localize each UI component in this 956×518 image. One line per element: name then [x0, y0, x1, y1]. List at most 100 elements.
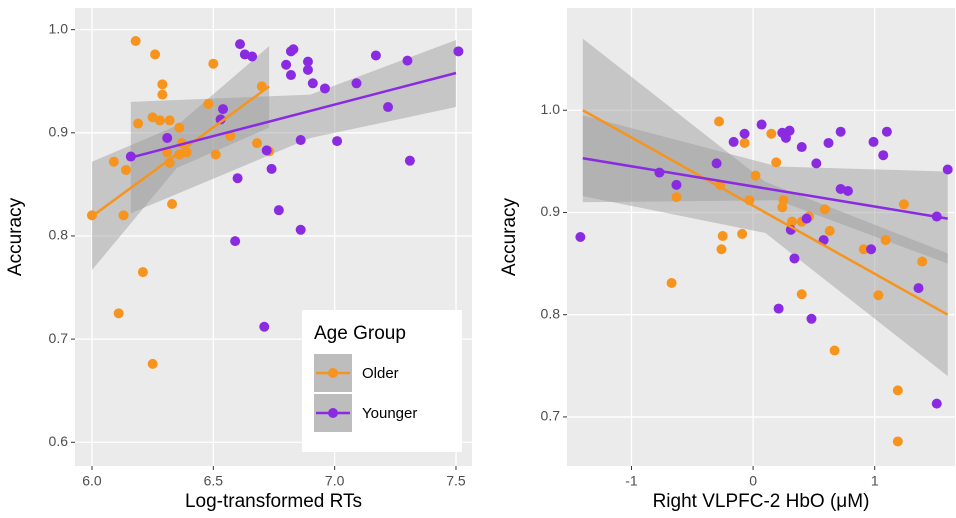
point [273, 205, 284, 216]
point [858, 244, 869, 255]
point [716, 244, 727, 255]
point [266, 163, 277, 174]
point [351, 78, 362, 89]
confidence-band [130, 39, 456, 214]
fit-line [582, 109, 949, 316]
point [215, 114, 226, 125]
point [892, 385, 903, 396]
point [829, 345, 840, 356]
legend-label: Older [362, 365, 399, 382]
point [203, 98, 214, 109]
point [796, 289, 807, 300]
point [756, 119, 767, 130]
point [766, 128, 777, 139]
point [319, 83, 330, 94]
point [302, 56, 313, 67]
point [307, 78, 318, 89]
confidence-band [582, 38, 948, 377]
x-tick-label: 6.0 [82, 473, 102, 489]
point [796, 142, 807, 153]
point [154, 115, 165, 126]
point [302, 64, 313, 75]
point [288, 44, 299, 55]
fit-line [91, 85, 270, 218]
point [806, 313, 817, 324]
point [147, 358, 158, 369]
point [261, 145, 272, 156]
point [259, 321, 270, 332]
point [295, 135, 306, 146]
point [717, 230, 728, 241]
point [835, 126, 846, 137]
point [120, 164, 131, 175]
x-tick-label: 7.0 [325, 473, 345, 489]
legend-title: Age Group [314, 323, 406, 344]
point [575, 232, 586, 242]
point [931, 398, 942, 409]
point [787, 216, 798, 227]
point [801, 213, 812, 224]
point [402, 55, 413, 66]
y-tick-label: 0.9 [541, 203, 561, 219]
y-tick-label: 1.0 [49, 20, 69, 36]
point [784, 125, 795, 136]
point [866, 244, 877, 255]
point [881, 126, 892, 137]
point [130, 36, 141, 47]
x-axis-title: Right VLPFC-2 HbO (μM) [653, 491, 870, 512]
point [157, 79, 168, 90]
point [823, 137, 834, 148]
y-tick-label: 1.0 [541, 101, 561, 117]
fit-line [130, 71, 457, 159]
point [819, 204, 830, 215]
point [917, 256, 928, 267]
point [811, 158, 822, 169]
point [285, 70, 296, 81]
legend-label: Younger [362, 405, 417, 422]
point [118, 210, 129, 221]
point [208, 58, 219, 69]
point [247, 51, 258, 62]
point [892, 436, 903, 447]
y-axis-title: Accuracy [499, 197, 520, 276]
legend-marker [328, 368, 338, 378]
point [873, 290, 884, 301]
point [671, 179, 682, 190]
point [737, 228, 748, 239]
point [777, 202, 788, 213]
x-tick-label: 0 [749, 473, 757, 489]
y-tick-label: 0.7 [541, 408, 561, 424]
point [235, 39, 246, 50]
x-tick-label: 7.5 [446, 473, 466, 489]
point [251, 138, 262, 149]
x-axis-title: Log-transformed RTs [185, 491, 362, 512]
point [133, 118, 144, 129]
y-tick-label: 0.7 [49, 330, 69, 346]
y-tick-label: 0.9 [49, 124, 69, 140]
point [880, 235, 891, 246]
point [218, 104, 229, 115]
point [370, 50, 381, 61]
point [162, 132, 173, 143]
point [789, 253, 800, 264]
point [232, 173, 243, 184]
point [108, 156, 119, 167]
point [174, 122, 185, 133]
point [824, 225, 835, 236]
y-tick-label: 0.8 [49, 227, 69, 243]
point [666, 278, 677, 289]
x-tick-label: -1 [625, 473, 638, 489]
point [898, 199, 909, 210]
point [164, 115, 175, 126]
legend-marker [328, 408, 338, 418]
point [383, 102, 394, 113]
point [728, 136, 739, 147]
y-tick-label: 0.8 [541, 305, 561, 321]
point [750, 170, 761, 181]
fit-line [582, 157, 948, 220]
x-tick-label: 1 [871, 473, 879, 489]
point [842, 185, 853, 196]
point [878, 150, 889, 161]
point [739, 137, 750, 148]
